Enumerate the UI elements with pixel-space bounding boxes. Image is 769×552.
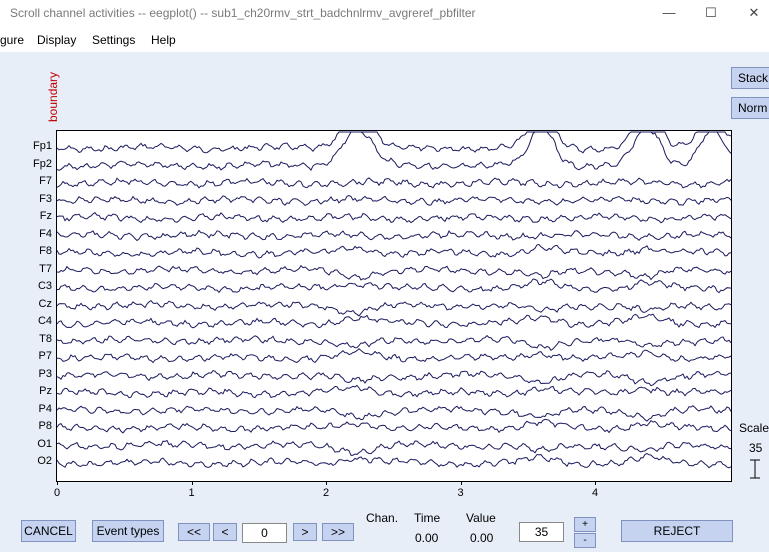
menu-settings[interactable]: Settings — [92, 33, 136, 47]
next-button[interactable]: > — [293, 523, 317, 541]
channel-label-c3: C3 — [37, 280, 52, 292]
channel-label-cz: Cz — [38, 297, 52, 310]
scale-minus-button[interactable]: - — [574, 533, 596, 548]
trace-f8 — [56, 243, 732, 259]
menu-bar: gure Display Settings Help — [0, 28, 769, 52]
close-icon[interactable]: ✕ — [748, 5, 760, 20]
channel-label-o1: O1 — [37, 437, 52, 450]
x-tick-mark — [191, 481, 193, 485]
trace-p4 — [56, 405, 732, 422]
channel-label-pz: Pz — [39, 385, 52, 397]
eeg-traces — [56, 131, 732, 469]
scale-input[interactable]: 35 — [519, 522, 564, 542]
channel-label-f4: F4 — [39, 227, 52, 240]
time-label: Time — [414, 511, 441, 525]
trace-o1 — [56, 439, 732, 456]
channel-label-fz: Fz — [39, 210, 52, 222]
prev-page-button[interactable]: << — [178, 523, 210, 541]
channel-label-fp1: Fp1 — [33, 140, 52, 152]
maximize-icon[interactable]: ☐ — [705, 5, 717, 20]
norm-button[interactable]: Norm — [731, 97, 769, 119]
trace-p7 — [56, 348, 732, 364]
menu-figure[interactable]: gure — [0, 33, 25, 47]
x-tick-2: 2 — [323, 487, 330, 499]
menu-display[interactable]: Display — [37, 33, 77, 47]
next-page-button[interactable]: >> — [322, 523, 354, 541]
trace-cz — [56, 299, 732, 317]
prev-button[interactable]: < — [213, 523, 237, 541]
trace-t8 — [56, 334, 732, 352]
x-tick-mark — [57, 481, 58, 485]
channel-label-t8: T8 — [39, 332, 52, 345]
chan-label: Chan. — [366, 511, 399, 525]
trace-f3 — [56, 194, 732, 206]
trace-p3 — [56, 370, 732, 387]
eeg-plot[interactable] — [56, 130, 732, 482]
channel-label-p4: P4 — [38, 402, 52, 415]
boundary-label: boundary — [46, 71, 60, 122]
time-readout: 0.00 — [415, 531, 439, 545]
channel-label-p7: P7 — [38, 350, 52, 362]
scale-label: Scale — [739, 421, 769, 435]
x-tick-0: 0 — [54, 487, 61, 499]
trace-p8 — [56, 418, 732, 434]
scale-bar-icon — [750, 459, 760, 479]
trace-fp1 — [56, 131, 732, 154]
time-input[interactable]: 0 — [242, 523, 287, 543]
x-tick-mark — [595, 481, 596, 485]
x-tick-3: 3 — [457, 487, 464, 499]
title-bar: Scroll channel activities -- eegplot() -… — [0, 0, 769, 29]
value-label: Value — [466, 511, 496, 525]
trace-f4 — [56, 229, 732, 242]
cancel-button[interactable]: CANCEL — [21, 520, 76, 542]
window-title: Scroll channel activities -- eegplot() -… — [10, 6, 476, 20]
trace-fz — [56, 212, 732, 224]
scale-plus-button[interactable]: + — [574, 517, 596, 532]
scale-value: 35 — [749, 441, 763, 455]
value-readout: 0.00 — [470, 531, 494, 545]
channel-label-f8: F8 — [39, 245, 52, 257]
channel-label-f3: F3 — [39, 192, 52, 205]
channel-label-f7: F7 — [39, 175, 52, 187]
x-tick-mark — [460, 481, 462, 485]
trace-c4 — [56, 313, 732, 329]
trace-t7 — [56, 264, 732, 281]
stack-button[interactable]: Stack — [731, 67, 769, 89]
x-tick-1: 1 — [188, 487, 195, 499]
channel-label-p8: P8 — [38, 420, 52, 432]
channel-label-c4: C4 — [37, 315, 52, 327]
minimize-icon[interactable]: — — [662, 5, 676, 20]
trace-pz — [56, 384, 732, 399]
channel-label-o2: O2 — [37, 455, 52, 467]
reject-button[interactable]: REJECT — [621, 520, 733, 542]
trace-c3 — [57, 278, 732, 294]
channel-label-t7: T7 — [39, 262, 52, 275]
x-tick-mark — [326, 481, 327, 485]
channel-label-fp2: Fp2 — [33, 157, 52, 170]
x-tick-4: 4 — [592, 487, 599, 499]
event-types-button[interactable]: Event types — [92, 520, 164, 542]
channel-label-p3: P3 — [38, 367, 52, 380]
menu-help[interactable]: Help — [151, 33, 176, 47]
trace-o2 — [56, 453, 732, 469]
trace-f7 — [56, 177, 732, 189]
trace-fp2 — [56, 131, 732, 172]
